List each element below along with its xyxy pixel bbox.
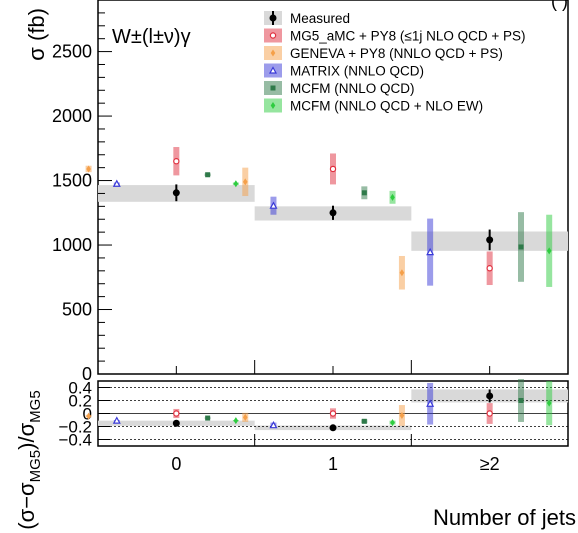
data-point [172,189,180,197]
data-point [112,179,121,187]
data-point [242,413,248,421]
data-point [546,247,552,255]
data-point [426,247,435,256]
data-point [546,399,552,407]
y-tick-label: 500 [62,300,92,320]
y-tick-label: −0.4 [58,431,92,450]
process-label: W±(l±ν)γ [112,26,191,48]
data-point [329,165,337,173]
data-point [329,410,337,417]
legend-marker [270,49,276,57]
legend-label: MCFM (NNLO QCD + NLO EW) [290,99,483,114]
y-tick-label: −0.2 [58,418,92,437]
legend-label: GENEVA + PY8 (NNLO QCD + PS) [290,46,503,61]
data-point [269,420,278,429]
y-tick-label: 0.2 [68,392,92,411]
legend: Measured MG5_aMC + PY8 (≤1j NLO QCD + PS)… [264,11,525,114]
ratio-xlabel: Number of jets [433,505,576,530]
y-tick-label: 1000 [52,235,92,255]
legend-marker [269,32,277,39]
data-point [390,193,395,201]
data-point [486,265,493,272]
data-point [173,410,180,417]
legend-marker [270,102,276,109]
data-point [112,416,121,424]
header-note: ( ) [551,0,568,11]
legend-label: Measured [290,11,350,26]
data-point [86,165,91,173]
legend-label: MG5_aMC + PY8 (≤1j NLO QCD + PS) [290,29,525,44]
x-tick-label: ≥2 [480,454,500,474]
data-point [390,419,395,427]
data-point [233,180,239,188]
y-tick-label: 2500 [52,42,92,62]
data-point [399,411,405,419]
y-tick-label: 1500 [52,171,92,191]
ratio-ylabel: (σ−σMG5)/σMG5 [14,390,44,529]
legend-marker [268,66,278,74]
data-point [173,158,180,165]
data-point [86,412,91,420]
y-tick-label: 0 [83,405,92,424]
data-point [329,424,337,432]
legend-label: MATRIX (NNLO QCD) [290,64,424,79]
x-tick-label: 0 [171,454,181,474]
data-point [329,209,337,217]
y-tick-label: 0.4 [68,379,92,398]
data-point [361,418,367,424]
data-point [172,419,180,427]
data-point [242,178,248,186]
data-point [361,190,367,196]
data-point [518,244,524,250]
data-point [518,398,524,403]
data-point [486,392,494,400]
data-point [426,399,435,407]
y-tick-label: 2000 [52,106,92,126]
data-point [399,269,405,277]
legend-marker [270,85,276,91]
data-point [486,236,494,244]
data-point [205,172,211,178]
y-tick-label: 0 [82,364,92,384]
main-ylabel: σ (fb) [24,8,49,61]
x-tick-label: 1 [328,454,338,474]
data-point [269,201,278,209]
data-point [233,417,239,425]
data-point [205,415,211,421]
legend-marker [269,14,277,22]
data-point [486,410,493,417]
legend-label: MCFM (NNLO QCD) [290,81,415,96]
